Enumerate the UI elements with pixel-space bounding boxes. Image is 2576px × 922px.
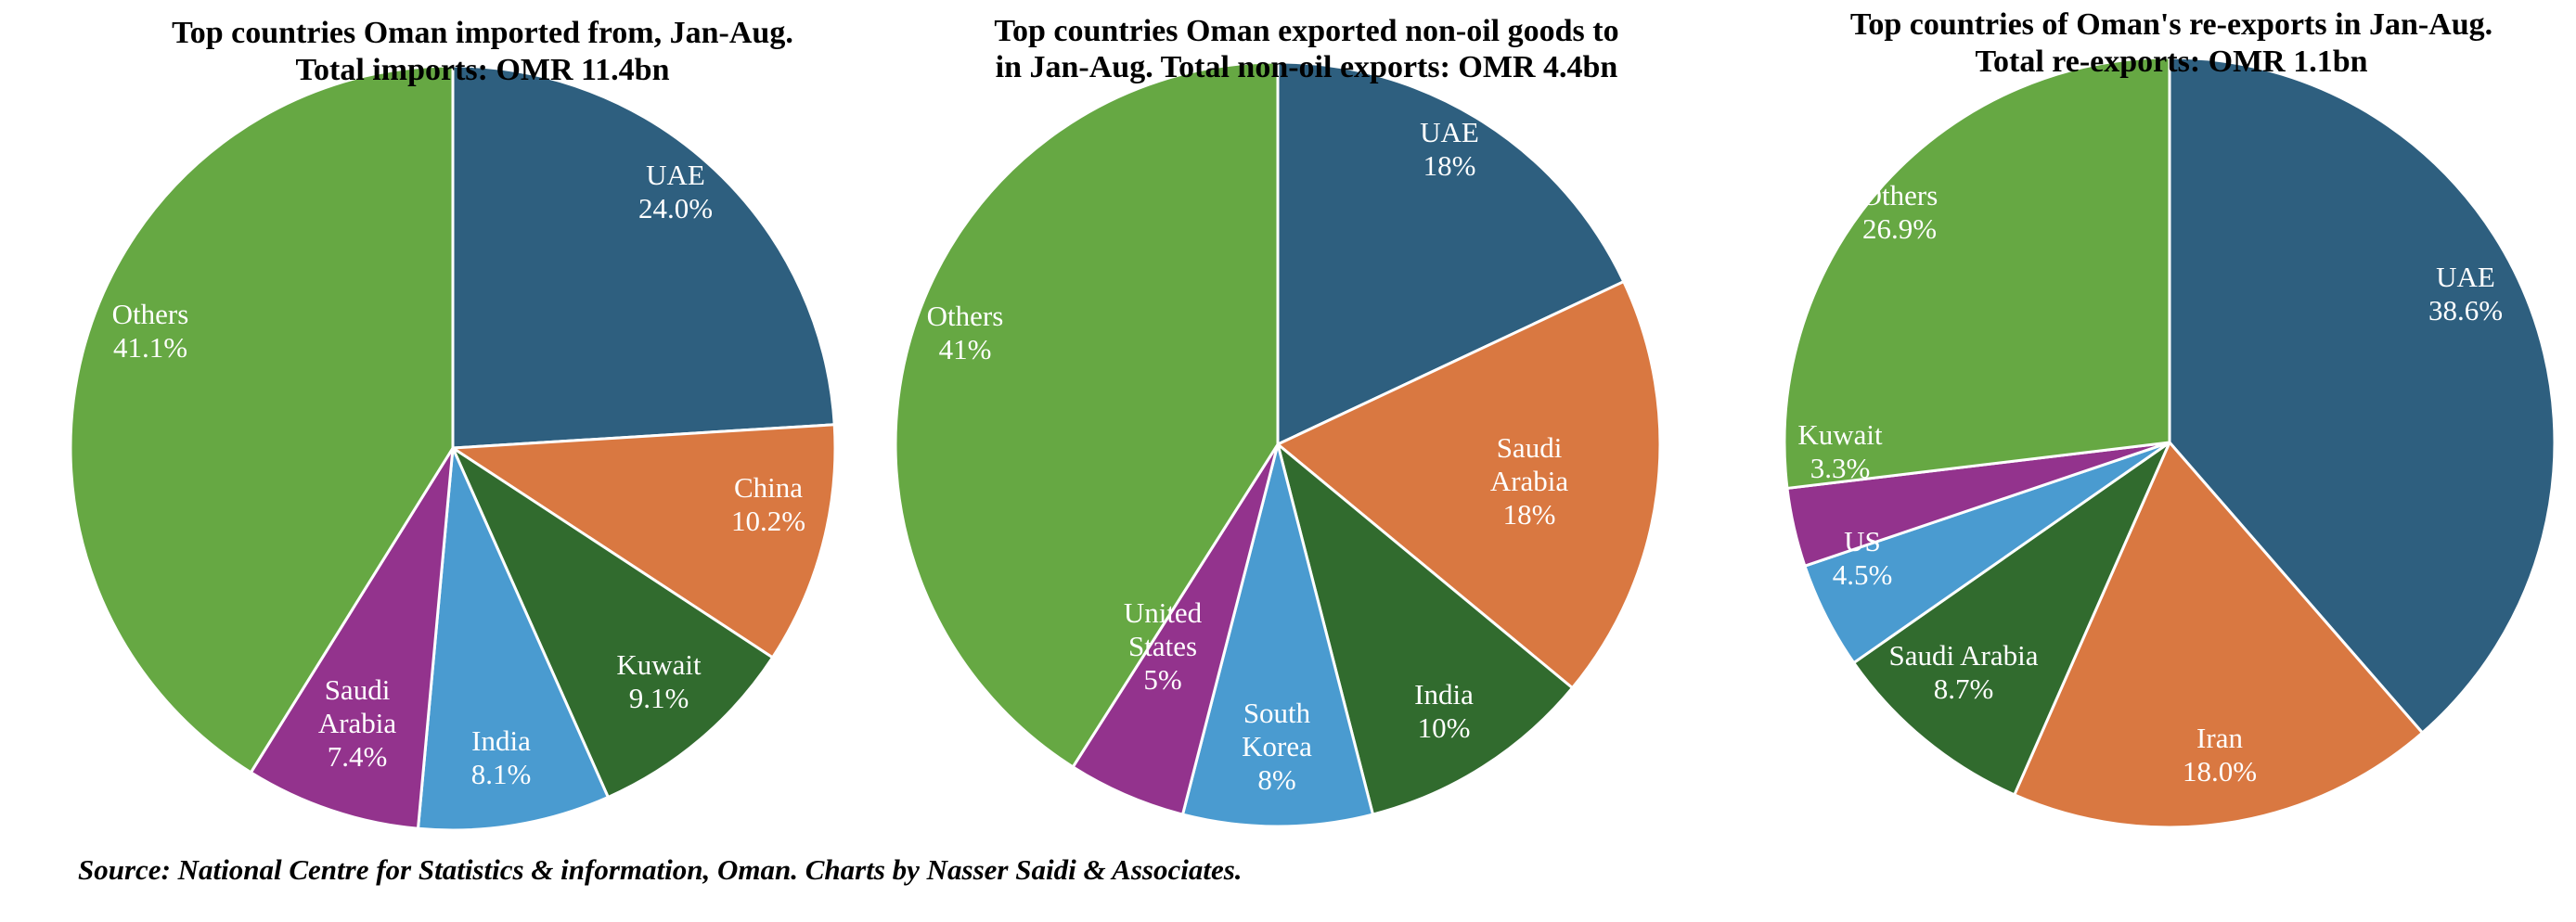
non-oil-exports-slice-india	[1276, 442, 1574, 816]
non-oil-exports-name-india: India	[1414, 678, 1474, 711]
imports-chart-title-line: Total imports: OMR 11.4bn	[295, 53, 669, 87]
re-exports-slice-saudi-arabia	[1852, 441, 2171, 797]
re-exports-value-iran: 18.0%	[2183, 755, 2257, 788]
re-exports-label-others: Others 26.9%	[1861, 179, 1938, 245]
re-exports-name-us: US	[1844, 525, 1881, 557]
imports-chart-title-line: Top countries Oman imported from, Jan-Au…	[172, 16, 793, 50]
re-exports-slice-iran	[2013, 441, 2424, 829]
non-oil-exports-slice-others	[894, 60, 1280, 769]
non-oil-exports-label-united-states: United States 5%	[1124, 596, 1203, 696]
re-exports-chart-title-line: Total re-exports: OMR 1.1bn	[1975, 45, 2367, 79]
non-oil-exports-value-uae: 18%	[1423, 149, 1476, 182]
non-oil-exports-name-others: Others	[927, 300, 1004, 332]
non-oil-exports-chart-title-line: in Jan-Aug. Total non-oil exports: OMR 4…	[996, 50, 1618, 84]
imports-slice-kuwait	[451, 446, 775, 799]
imports-slice-india	[416, 446, 610, 832]
re-exports-label-kuwait: Kuwait 3.3%	[1797, 418, 1883, 484]
re-exports-name-others: Others	[1861, 179, 1938, 211]
non-oil-exports-label-uae: UAE 18%	[1420, 116, 1479, 182]
re-exports-name-kuwait: Kuwait	[1797, 418, 1883, 451]
imports-name-india: India	[471, 724, 531, 757]
imports-chart-title: Top countries Oman imported from, Jan-Au…	[172, 16, 793, 87]
re-exports-label-iran: Iran 18.0%	[2183, 722, 2257, 788]
imports-name-china: China	[734, 471, 803, 504]
re-exports-name-saudi-arabia: Saudi Arabia	[1889, 639, 2039, 672]
non-oil-exports-value-united-states: 5%	[1143, 663, 1181, 696]
imports-label-china: China 10.2%	[731, 471, 805, 537]
re-exports-label-us: US 4.5%	[1833, 525, 1893, 591]
re-exports-label-saudi-arabia: Saudi Arabia 8.7%	[1889, 639, 2039, 705]
non-oil-exports-label-others: Others 41%	[927, 300, 1004, 365]
re-exports-slice-others	[1783, 56, 2171, 490]
imports-name-others: Others	[112, 298, 189, 330]
imports-label-kuwait: Kuwait 9.1%	[616, 648, 702, 714]
non-oil-exports-slice-saudi-arabia	[1276, 280, 1662, 690]
non-oil-exports-pie-chart: UAE 18%Saudi Arabia 18%India 10%South Korea 8%…	[894, 14, 1662, 828]
non-oil-exports-slice-uae	[1276, 60, 1626, 446]
imports-name-saudi-arabia: Saudi	[325, 673, 391, 706]
re-exports-chart-title-line: Top countries of Oman's re-exports in Ja…	[1850, 7, 2492, 42]
imports-slice-saudi-arabia	[249, 446, 455, 830]
imports-name-kuwait: Kuwait	[616, 648, 702, 681]
non-oil-exports-name-uae: UAE	[1420, 116, 1479, 148]
re-exports-chart-title: Top countries of Oman's re-exports in Ja…	[1850, 7, 2492, 79]
non-oil-exports-value-india: 10%	[1418, 711, 1471, 744]
imports-value-kuwait: 9.1%	[629, 682, 689, 714]
imports-slice-others	[69, 64, 455, 775]
re-exports-value-uae: 38.6%	[2428, 294, 2503, 327]
imports-pie-chart: UAE 24.0% China 10.2% Kuwait 9.1% India 8.1% Sau…	[69, 16, 837, 832]
re-exports-name-uae: UAE	[2436, 261, 2495, 293]
non-oil-exports-label-saudi-arabia: Saudi Arabia 18%	[1490, 431, 1569, 531]
imports-slice-uae	[451, 64, 836, 450]
non-oil-exports-name-south-korea: Korea	[1242, 730, 1312, 762]
re-exports-value-us: 4.5%	[1833, 558, 1893, 591]
imports-value-india: 8.1%	[471, 758, 532, 790]
re-exports-value-saudi-arabia: 8.7%	[1934, 672, 1994, 705]
non-oil-exports-name-united-states: United	[1124, 596, 1203, 629]
imports-label-saudi-arabia: Saudi Arabia 7.4%	[318, 673, 397, 773]
imports-label-uae: UAE 24.0%	[638, 159, 713, 224]
re-exports-slice-uae	[2168, 56, 2557, 735]
re-exports-name-iran: Iran	[2196, 722, 2243, 754]
imports-value-others: 41.1%	[113, 331, 187, 364]
non-oil-exports-value-saudi-arabia: 18%	[1503, 498, 1556, 531]
imports-name-saudi-arabia: Arabia	[318, 707, 397, 739]
re-exports-value-kuwait: 3.3%	[1810, 452, 1871, 484]
non-oil-exports-name-saudi-arabia: Saudi	[1497, 431, 1563, 464]
source-note: Source: National Centre for Statistics &…	[78, 853, 1243, 886]
non-oil-exports-name-saudi-arabia: Arabia	[1490, 465, 1569, 497]
imports-value-uae: 24.0%	[638, 192, 713, 224]
non-oil-exports-name-united-states: States	[1128, 630, 1197, 662]
re-exports-value-others: 26.9%	[1862, 212, 1937, 245]
imports-slice-china	[451, 423, 837, 659]
non-oil-exports-chart-title-line: Top countries Oman exported non-oil good…	[994, 14, 1618, 48]
non-oil-exports-name-south-korea: South	[1243, 697, 1311, 729]
re-exports-pie-chart: UAE 38.6% Iran 18.0% Saudi Arabia 8.7% US 4.5% K…	[1783, 7, 2557, 829]
non-oil-exports-label-india: India 10%	[1414, 678, 1474, 744]
non-oil-exports-label-south-korea: South Korea 8%	[1242, 697, 1312, 796]
re-exports-label-uae: UAE 38.6%	[2428, 261, 2503, 327]
non-oil-exports-slice-south-korea	[1181, 442, 1374, 828]
imports-value-china: 10.2%	[731, 505, 805, 537]
imports-name-uae: UAE	[646, 159, 705, 191]
non-oil-exports-value-others: 41%	[939, 333, 992, 365]
non-oil-exports-value-south-korea: 8%	[1257, 763, 1295, 796]
imports-label-india: India 8.1%	[471, 724, 532, 790]
non-oil-exports-chart-title: Top countries Oman exported non-oil good…	[994, 14, 1618, 84]
imports-label-others: Others 41.1%	[112, 298, 189, 364]
imports-value-saudi-arabia: 7.4%	[328, 740, 388, 773]
